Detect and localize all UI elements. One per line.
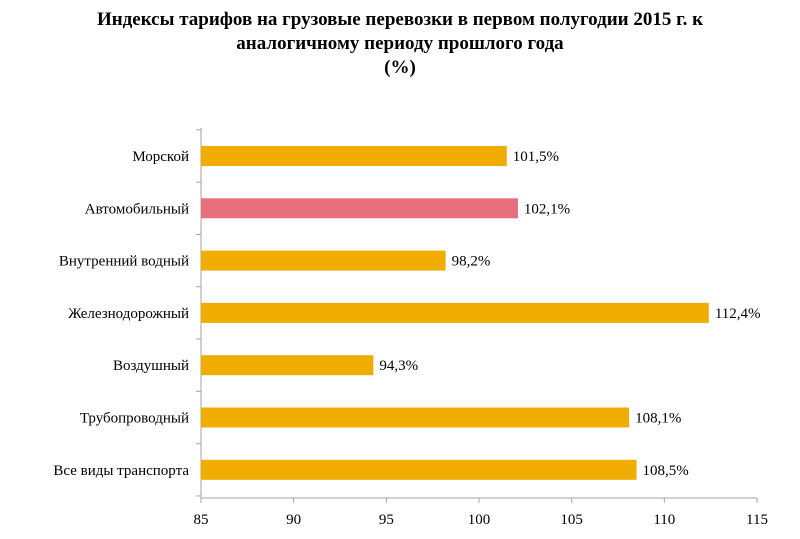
category-label-7: Все виды транспорта [53,463,189,479]
value-label-7: 108,5% [643,463,689,479]
value-label-4: 112,4% [715,306,761,322]
value-label-2: 102,1% [524,201,570,217]
chart-title-line-3: (%) [384,57,416,78]
x-tick-label-115: 115 [746,512,768,528]
bar-6 [201,407,630,428]
bar-4 [201,302,709,323]
category-label-1: Морской [132,149,189,165]
value-label-3: 98,2% [452,254,491,270]
category-label-4: Железнодорожный [68,306,189,322]
category-label-5: Воздушный [113,358,189,374]
bar-3 [201,250,446,271]
x-tick-label-90: 90 [286,512,301,528]
bar-5 [201,355,374,376]
x-tick-label-110: 110 [653,512,675,528]
category-label-2: Автомобильный [85,201,189,217]
value-label-5: 94,3% [379,358,418,374]
x-tick-label-105: 105 [560,512,583,528]
category-label-3: Внутренний водный [59,254,189,270]
chart-title: Индексы тарифов на грузовые перевозки в … [0,8,800,80]
x-tick-label-100: 100 [468,512,491,528]
chart-title-line-1: Индексы тарифов на грузовые перевозки в … [96,9,704,30]
bar-2 [201,198,518,219]
bar-7 [201,459,637,480]
category-label-6: Трубопроводный [80,411,189,427]
value-label-1: 101,5% [513,149,559,165]
bar-1 [201,146,507,166]
x-tick-label-95: 95 [379,512,394,528]
value-label-6: 108,1% [635,411,681,427]
x-tick-label-85: 85 [194,512,209,528]
chart-title-line-2: аналогичному периоду прошлого года [236,33,564,54]
